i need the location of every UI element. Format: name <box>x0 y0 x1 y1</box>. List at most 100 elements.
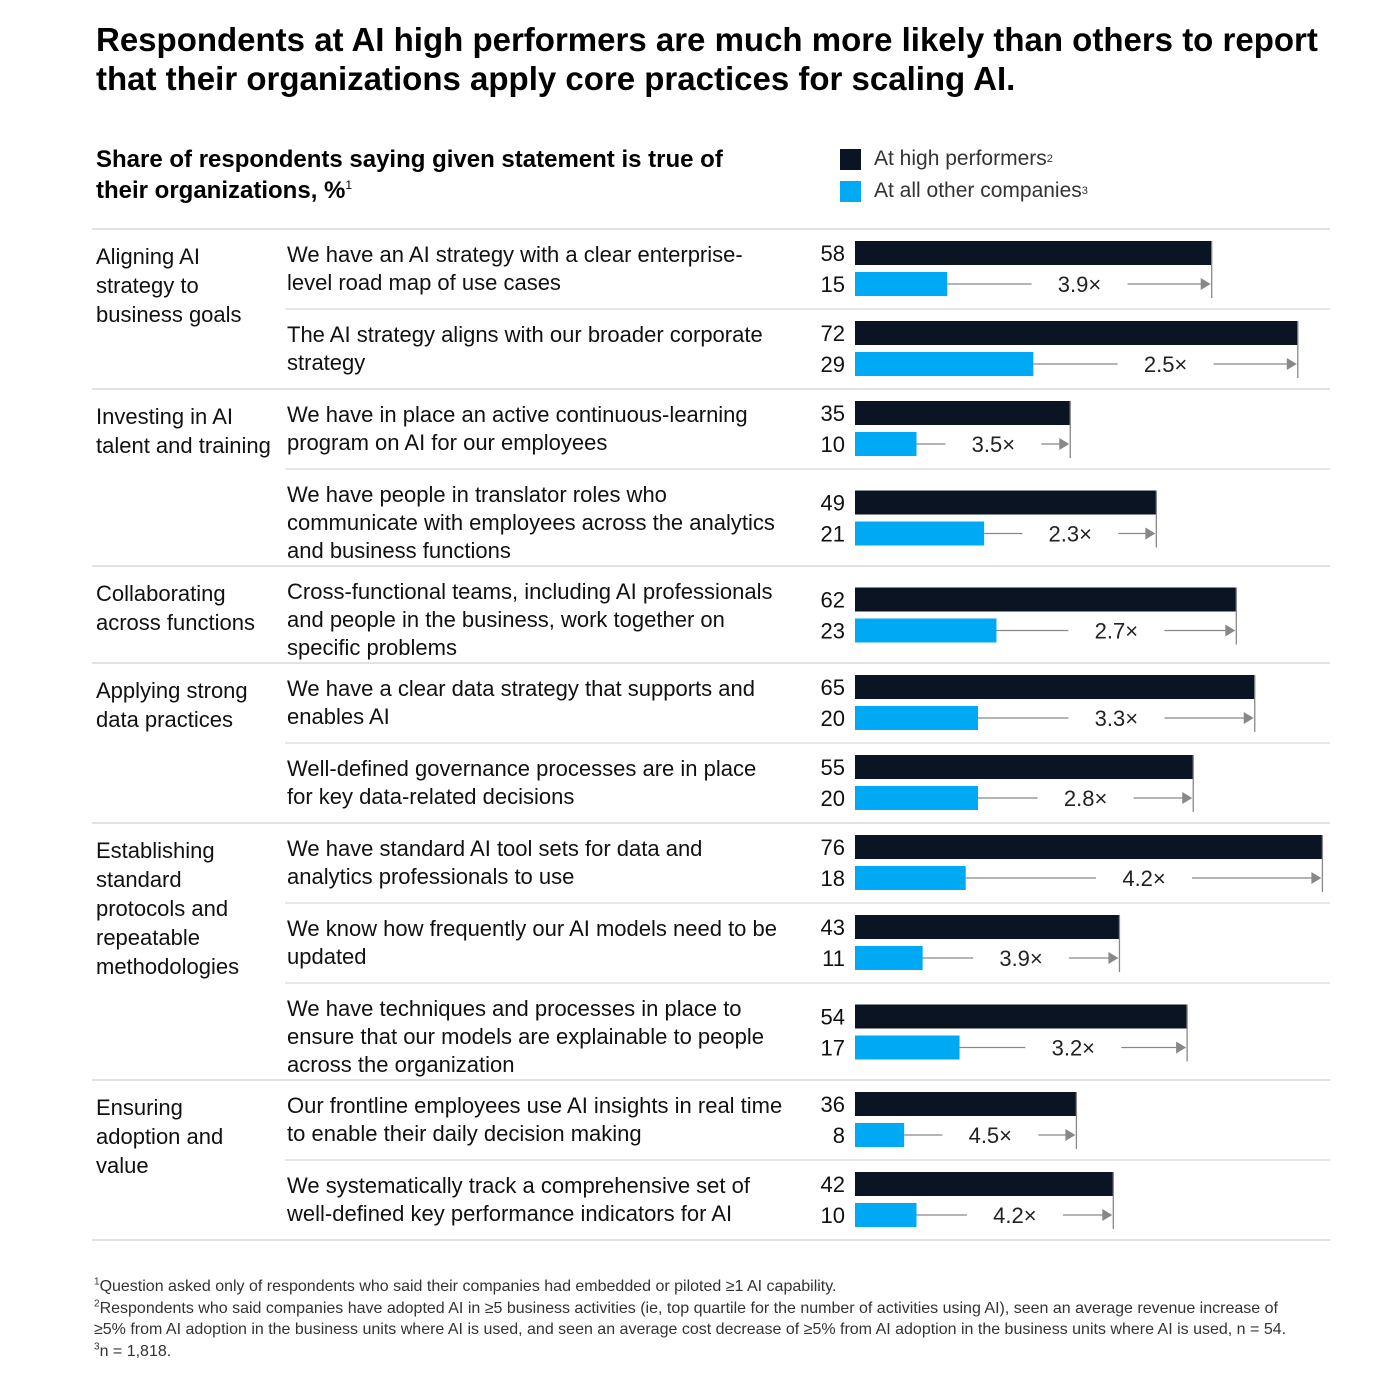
statement-text: We have techniques and processes in plac… <box>287 996 764 1077</box>
value-label-other: 15 <box>821 272 845 297</box>
bar-other-companies <box>855 521 985 546</box>
ratio-arrowhead <box>1311 872 1322 884</box>
legend-swatch-other-companies <box>840 180 861 202</box>
subtitle-footnote-mark: 1 <box>345 178 353 192</box>
bar-other-companies <box>855 706 978 730</box>
chart-subtitle: Share of respondents saying given statem… <box>96 144 736 206</box>
ratio-arrowhead <box>1286 358 1297 370</box>
footnote-1: 1Question asked only of respondents who … <box>94 1276 1314 1298</box>
footnote-2: 2Respondents who said companies have ado… <box>94 1298 1314 1341</box>
group-label-5: Establishing standard protocols and repe… <box>96 838 240 979</box>
footnotes: 1Question asked only of respondents who … <box>94 1276 1314 1362</box>
ratio-label: 4.2× <box>993 1203 1036 1228</box>
value-label-high: 36 <box>821 1092 845 1117</box>
ratio-label: 2.3× <box>1049 522 1092 547</box>
value-label-other: 8 <box>833 1123 845 1148</box>
legend-item-other-companies: At all other companies 3 <box>840 179 1088 203</box>
value-label-high: 62 <box>821 588 845 613</box>
value-label-other: 21 <box>821 522 845 547</box>
legend-label-other-companies: At all other companies <box>874 179 1082 202</box>
bar-high-performers <box>855 587 1237 612</box>
value-label-high: 49 <box>821 491 845 516</box>
legend-label-high-performers: At high performers <box>874 147 1047 170</box>
statement-text: We have in place an active continuous-le… <box>287 402 748 455</box>
value-label-high: 35 <box>821 401 845 426</box>
bar-other-companies <box>855 1035 960 1060</box>
ratio-arrowhead <box>1065 1129 1076 1141</box>
ratio-arrowhead <box>1225 624 1236 637</box>
value-label-other: 10 <box>821 432 845 457</box>
bar-other-companies <box>855 1123 905 1147</box>
bar-high-performers <box>855 241 1212 265</box>
bar-chart: 58 15 3.9× 72 29 2.5× 35 10 3.5× 49 21 2.3× 62 23 2.7×… <box>92 228 1330 1241</box>
footnote-text-3: n = 1,818. <box>99 1342 172 1360</box>
group-label-6: Ensuring adoption and value <box>96 1095 224 1178</box>
ratio-label: 4.5× <box>969 1123 1012 1148</box>
value-label-other: 10 <box>821 1203 845 1228</box>
footnote-3: 3n = 1,818. <box>94 1341 1314 1363</box>
bar-high-performers <box>855 1092 1077 1116</box>
ratio-arrowhead <box>1176 1041 1187 1054</box>
ratio-label: 3.9× <box>999 946 1042 971</box>
ratio-label: 4.2× <box>1122 866 1165 891</box>
value-label-high: 58 <box>821 241 845 266</box>
ratio-label: 2.8× <box>1064 786 1107 811</box>
bar-other-companies <box>855 432 917 456</box>
ratio-arrowhead <box>1182 792 1193 804</box>
value-label-high: 55 <box>821 755 845 780</box>
value-label-high: 65 <box>821 675 845 700</box>
bar-high-performers <box>855 1172 1114 1196</box>
bar-other-companies <box>855 352 1034 376</box>
footnote-mark-1: 1 <box>94 1276 100 1288</box>
statement-text: We know how frequently our AI models nee… <box>287 916 777 969</box>
value-label-high: 54 <box>821 1005 845 1030</box>
value-label-high: 72 <box>821 321 845 346</box>
value-label-other: 17 <box>821 1036 845 1061</box>
ratio-label: 3.5× <box>972 432 1015 457</box>
bar-other-companies <box>855 272 948 296</box>
bar-other-companies <box>855 946 923 970</box>
statement-text: Cross-functional teams, including AI pro… <box>287 579 773 660</box>
ratio-arrowhead <box>1243 712 1254 724</box>
bar-other-companies <box>855 618 997 643</box>
ratio-arrowhead <box>1059 438 1070 450</box>
group-label-2: Investing in AI talent and training <box>96 404 271 458</box>
footnote-text-2: Respondents who said companies have adop… <box>94 1299 1287 1339</box>
footnote-mark-2: 2 <box>94 1298 100 1310</box>
statement-text: Our frontline employees use AI insights … <box>287 1093 783 1146</box>
value-label-other: 23 <box>821 619 845 644</box>
bar-other-companies <box>855 866 966 890</box>
statement-text: We have people in translator roles who c… <box>287 482 775 563</box>
value-label-high: 43 <box>821 915 845 940</box>
value-label-high: 76 <box>821 835 845 860</box>
bar-high-performers <box>855 835 1323 859</box>
bar-high-performers <box>855 321 1298 345</box>
ratio-label: 3.2× <box>1052 1036 1095 1061</box>
ratio-arrowhead <box>1145 527 1156 540</box>
statement-text: The AI strategy aligns with our broader … <box>287 322 763 375</box>
bar-high-performers <box>855 675 1255 699</box>
group-label-3: Collaborating across functions <box>96 581 255 635</box>
value-label-other: 29 <box>821 352 845 377</box>
group-label-1: Aligning AI strategy to business goals <box>96 244 242 327</box>
bar-high-performers <box>855 1004 1188 1029</box>
ratio-label: 3.9× <box>1058 272 1101 297</box>
ratio-arrowhead <box>1108 952 1119 964</box>
bar-high-performers <box>855 915 1120 939</box>
ratio-label: 2.7× <box>1095 619 1138 644</box>
statement-text: Well-defined governance processes are in… <box>287 756 757 809</box>
bar-high-performers <box>855 401 1071 425</box>
statement-text: We systematically track a comprehensive … <box>287 1173 750 1226</box>
subtitle-text: Share of respondents saying given statem… <box>96 146 723 204</box>
ratio-label: 2.5× <box>1144 352 1187 377</box>
group-label-4: Applying strong data practices <box>96 678 248 732</box>
bar-high-performers <box>855 490 1157 515</box>
value-label-other: 11 <box>822 946 845 971</box>
value-label-high: 42 <box>821 1172 845 1197</box>
bar-other-companies <box>855 786 978 810</box>
legend-item-high-performers: At high performers 2 <box>840 147 1088 171</box>
statement-text: We have a clear data strategy that suppo… <box>287 676 755 729</box>
footnote-text-1: Question asked only of respondents who s… <box>99 1278 837 1295</box>
ratio-arrowhead <box>1200 278 1211 290</box>
statement-text: We have an AI strategy with a clear ente… <box>287 242 743 295</box>
